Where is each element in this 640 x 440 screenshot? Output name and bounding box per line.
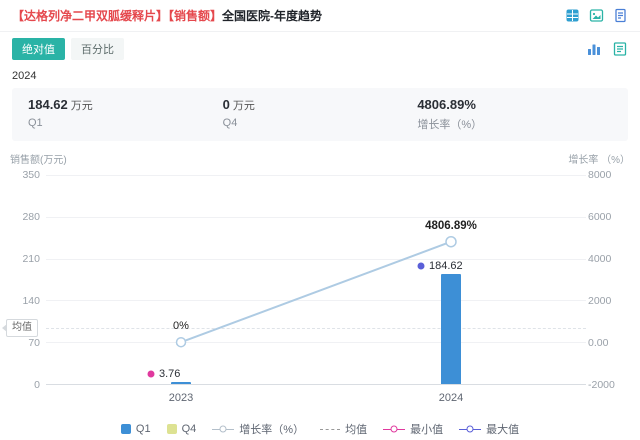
tick-label: 2000 [588,295,612,307]
legend-label: Q4 [181,423,197,435]
report-view-icon[interactable] [612,41,628,57]
growth-line [180,240,452,344]
page-title-product: 【达格列净二甲双胍缓释片】【销售额】 [12,9,223,23]
stat-q4-label: Q4 [222,117,238,129]
right-axis-title: 增长率 （%） [568,155,630,166]
legend-item-q1[interactable]: Q1 [120,423,151,435]
x-axis-label-2024: 2024 [438,392,464,404]
y-axis-right-ticks: 8000 6000 4000 2000 0.00 -2000 [588,169,632,391]
legend-item-mean[interactable]: 均值 [320,421,367,437]
tick-label: 6000 [588,211,612,223]
tick-label: 280 [22,211,40,223]
left-axis-title: 销售额(万元) [10,155,67,166]
growth-value-label-2024: 4806.89% [425,219,477,232]
stat-growth: 4806.89% 增长率（%） [417,97,612,132]
stat-q1: 184.62 万元 Q1 [28,97,223,132]
view-tabs: 绝对值 百分比 [12,38,124,60]
tick-label: -2000 [588,379,615,391]
legend-label: 最小值 [410,424,444,436]
excel-export-icon[interactable] [564,8,580,24]
legend-item-min[interactable]: 最小值 [383,421,443,437]
min-value-point [147,370,155,378]
page-title: 【达格列净二甲双胍缓释片】【销售额】全国医院-年度趋势 [12,7,322,24]
x-axis-label-2023: 2023 [168,392,194,404]
sales-bar-2023-q1 [171,381,191,384]
chart-legend: Q1 Q4 增长率（%） 均值 最小值 最大值 [0,421,640,437]
legend-label: 最大值 [486,424,520,436]
header: 【达格列净二甲双胍缓释片】【销售额】全国医院-年度趋势 [0,0,640,32]
tick-label: 0 [34,379,40,391]
min-value-label: 3.76 [159,367,181,380]
tick-label: 4000 [588,253,612,265]
stat-growth-value: 4806.89% [417,97,476,112]
plot-area: 0% 4806.89% 3.76 184.62 2023 2024 [46,175,586,404]
tab-percent[interactable]: 百分比 [71,38,124,60]
tick-label: 0.00 [588,337,609,349]
sales-bar-2024-q1 [441,273,461,384]
gridline [46,258,586,260]
growth-value-label-2023: 0% [173,320,189,333]
tick-label: 8000 [588,169,612,181]
stat-growth-label: 增长率（%） [417,119,483,131]
stat-q1-label: Q1 [28,117,43,129]
growth-marker [445,235,457,248]
stat-q4: 0 万元 Q4 [223,97,418,132]
stat-q4-value: 0 万元 [222,97,255,112]
stats-panel: 184.62 万元 Q1 0 万元 Q4 4806.89% 增长率（%） [12,88,628,141]
doc-export-icon[interactable] [612,8,628,24]
stat-q1-unit: 万元 [70,100,93,112]
stat-q1-value: 184.62 万元 [28,97,93,112]
tick-label: 350 [22,169,40,181]
toolbar: 绝对值 百分比 [0,38,640,60]
gridline [46,342,586,344]
stat-q4-unit: 万元 [232,100,255,112]
trend-chart: 销售额(万元) 增长率 （%） 350 280 210 140 70 0 800… [0,143,640,411]
tick-label: 210 [22,253,40,265]
max-value-point [417,262,425,270]
tab-absolute-value[interactable]: 绝对值 [12,38,65,60]
gridline [46,300,586,302]
legend-label: 均值 [345,424,368,436]
gridline [46,216,586,218]
image-export-icon[interactable] [588,8,604,24]
legend-item-max[interactable]: 最大值 [459,421,519,437]
y-axis-left-ticks: 350 280 210 140 70 0 [0,169,40,391]
max-value-label: 184.62 [429,259,463,272]
legend-item-growth[interactable]: 增长率（%） [212,421,304,437]
growth-line-layer [175,235,457,348]
period-label: 2024 [12,70,37,82]
mean-tag: 均值 [2,318,38,337]
mean-dashed-line [46,327,586,329]
chart-view-icons [586,41,628,57]
legend-item-q4[interactable]: Q4 [166,423,197,435]
legend-label: Q1 [135,423,151,435]
bar-chart-view-icon[interactable] [586,41,602,57]
page-title-scope: 全国医院-年度趋势 [222,9,323,23]
growth-marker [175,336,187,348]
gridline [46,175,586,176]
header-export-icons [564,8,628,24]
tick-label: 140 [22,295,40,307]
tick-label: 70 [28,337,40,349]
legend-label: 增长率（%） [239,424,305,436]
